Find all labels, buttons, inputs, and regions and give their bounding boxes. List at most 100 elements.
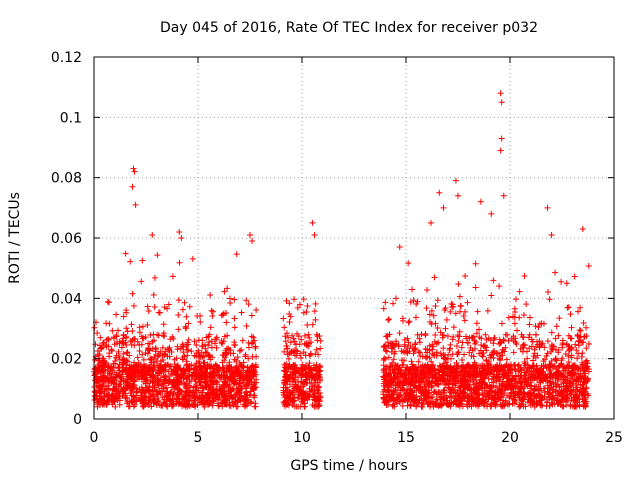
data-point: [176, 259, 183, 266]
data-point: [245, 381, 252, 388]
data-point: [243, 323, 250, 330]
data-point: [180, 366, 187, 373]
data-point: [99, 376, 106, 383]
data-point: [526, 321, 533, 328]
data-point: [117, 381, 124, 388]
data-point: [515, 368, 522, 375]
data-point: [110, 381, 117, 388]
data-point: [128, 321, 135, 328]
data-point: [107, 377, 114, 384]
data-point: [104, 298, 111, 305]
data-point: [577, 304, 584, 311]
x-tick-label: 15: [397, 430, 415, 446]
data-point: [120, 339, 127, 346]
data-point: [224, 378, 231, 385]
data-point: [175, 311, 182, 318]
data-point: [440, 204, 447, 211]
data-point: [284, 351, 291, 358]
data-point: [127, 366, 134, 373]
data-point: [563, 280, 570, 287]
data-point: [301, 400, 308, 407]
data-point: [196, 378, 203, 385]
data-point: [123, 341, 130, 348]
data-point: [555, 332, 562, 339]
data-point: [246, 344, 253, 351]
data-point: [545, 288, 552, 295]
data-point: [302, 352, 309, 359]
data-point: [99, 355, 106, 362]
data-point: [153, 402, 160, 409]
data-point: [459, 339, 466, 346]
data-point: [120, 360, 127, 367]
data-point: [500, 337, 507, 344]
data-point: [382, 299, 389, 306]
data-point: [150, 331, 157, 338]
data-point: [193, 387, 200, 394]
data-point: [178, 235, 185, 241]
data-point: [190, 371, 197, 378]
data-point: [156, 377, 163, 384]
data-point: [194, 384, 201, 391]
data-point: [123, 349, 130, 356]
data-point: [210, 308, 217, 315]
data-point: [171, 361, 178, 368]
data-point: [154, 395, 161, 402]
data-point: [249, 238, 256, 245]
data-point: [180, 343, 187, 350]
data-point: [543, 352, 550, 359]
data-point: [199, 383, 206, 390]
data-point: [296, 301, 303, 308]
data-point: [132, 364, 139, 371]
data-point: [548, 357, 555, 364]
data-point: [206, 338, 213, 345]
data-point: [161, 333, 168, 340]
data-point: [101, 399, 108, 406]
data-point: [136, 386, 143, 393]
data-point: [458, 357, 465, 364]
data-point: [383, 348, 390, 355]
data-point: [182, 391, 189, 398]
data-point: [248, 312, 255, 319]
data-point: [195, 349, 202, 356]
data-point: [285, 393, 292, 400]
data-point: [204, 380, 211, 387]
data-point: [248, 340, 255, 347]
data-point: [535, 324, 542, 331]
data-point: [207, 291, 214, 298]
data-point: [383, 333, 390, 340]
data-point: [301, 332, 308, 339]
data-point: [548, 231, 555, 238]
data-point: [309, 321, 316, 328]
data-point: [462, 308, 469, 315]
data-point: [94, 373, 101, 380]
data-point: [565, 304, 572, 311]
data-point: [385, 316, 392, 323]
data-point: [202, 349, 209, 356]
y-tick-label: 0.04: [51, 291, 82, 307]
data-point: [242, 393, 249, 400]
data-point: [150, 378, 157, 385]
data-point: [147, 356, 154, 363]
data-point: [511, 320, 518, 327]
data-point: [192, 403, 199, 410]
data-point: [529, 357, 536, 364]
data-point: [452, 310, 459, 317]
data-point: [462, 273, 469, 280]
data-point: [395, 342, 402, 349]
x-tick-label: 20: [501, 430, 519, 446]
data-point: [502, 397, 509, 404]
data-point: [290, 335, 297, 342]
data-point: [126, 398, 133, 405]
data-point: [129, 183, 136, 190]
data-point: [295, 382, 302, 389]
data-point: [291, 347, 298, 354]
data-point: [398, 348, 405, 355]
data-point: [544, 338, 551, 345]
data-point: [237, 390, 244, 397]
data-point: [227, 386, 234, 393]
data-point: [189, 255, 196, 262]
data-point: [110, 335, 117, 342]
data-point: [581, 367, 588, 374]
data-point: [164, 305, 171, 312]
